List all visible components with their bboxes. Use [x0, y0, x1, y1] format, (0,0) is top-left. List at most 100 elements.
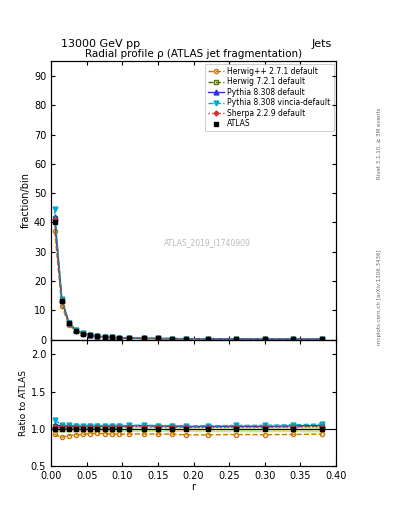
- Pythia 8.308 default: [141, 335, 146, 342]
- Herwig++ 2.7.1 default: [88, 332, 93, 338]
- ATLAS: [141, 335, 146, 342]
- ATLAS: [73, 328, 78, 334]
- Pythia 8.308 vincia-default: [156, 335, 160, 342]
- Sherpa 2.2.9 default: [291, 336, 296, 342]
- Herwig++ 2.7.1 default: [73, 328, 78, 334]
- Herwig++ 2.7.1 default: [206, 336, 210, 342]
- Herwig++ 2.7.1 default: [170, 336, 174, 342]
- Sherpa 2.2.9 default: [206, 336, 210, 342]
- Herwig++ 2.7.1 default: [116, 335, 121, 341]
- Herwig 7.2.1 default: [141, 335, 146, 342]
- ATLAS: [116, 335, 121, 341]
- ATLAS: [263, 336, 267, 342]
- Pythia 8.308 default: [102, 334, 107, 340]
- Sherpa 2.2.9 default: [170, 335, 174, 342]
- Herwig++ 2.7.1 default: [184, 336, 189, 342]
- Herwig++ 2.7.1 default: [156, 335, 160, 342]
- Title: Radial profile ρ (ATLAS jet fragmentation): Radial profile ρ (ATLAS jet fragmentatio…: [85, 49, 302, 59]
- Pythia 8.308 default: [206, 336, 210, 342]
- Sherpa 2.2.9 default: [320, 336, 324, 342]
- Legend: Herwig++ 2.7.1 default, Herwig 7.2.1 default, Pythia 8.308 default, Pythia 8.308: Herwig++ 2.7.1 default, Herwig 7.2.1 def…: [204, 63, 334, 132]
- Sherpa 2.2.9 default: [52, 217, 57, 223]
- ATLAS: [291, 336, 296, 342]
- Herwig++ 2.7.1 default: [95, 333, 100, 339]
- Sherpa 2.2.9 default: [156, 335, 160, 342]
- Pythia 8.308 vincia-default: [291, 336, 296, 342]
- Pythia 8.308 default: [127, 335, 132, 341]
- Herwig++ 2.7.1 default: [66, 322, 71, 328]
- Pythia 8.308 default: [116, 335, 121, 341]
- ATLAS: [66, 321, 71, 327]
- Pythia 8.308 vincia-default: [116, 335, 121, 341]
- Herwig 7.2.1 default: [320, 336, 324, 342]
- Herwig++ 2.7.1 default: [234, 336, 239, 342]
- Pythia 8.308 default: [291, 336, 296, 342]
- Sherpa 2.2.9 default: [184, 336, 189, 342]
- Pythia 8.308 default: [156, 335, 160, 342]
- Herwig 7.2.1 default: [52, 215, 57, 221]
- Herwig++ 2.7.1 default: [320, 336, 324, 343]
- Herwig 7.2.1 default: [127, 335, 132, 341]
- Sherpa 2.2.9 default: [109, 334, 114, 340]
- Herwig 7.2.1 default: [170, 335, 174, 342]
- Pythia 8.308 vincia-default: [88, 332, 93, 338]
- X-axis label: r: r: [191, 482, 196, 492]
- Text: mcplots.cern.ch [arXiv:1306.3436]: mcplots.cern.ch [arXiv:1306.3436]: [377, 249, 382, 345]
- Pythia 8.308 default: [234, 336, 239, 342]
- Pythia 8.308 vincia-default: [263, 336, 267, 342]
- Pythia 8.308 vincia-default: [59, 296, 64, 303]
- ATLAS: [59, 298, 64, 305]
- Herwig++ 2.7.1 default: [81, 331, 86, 337]
- Herwig 7.2.1 default: [291, 336, 296, 342]
- Sherpa 2.2.9 default: [73, 328, 78, 334]
- ATLAS: [52, 219, 57, 225]
- Herwig 7.2.1 default: [184, 336, 189, 342]
- Pythia 8.308 default: [263, 336, 267, 342]
- Pythia 8.308 default: [66, 320, 71, 326]
- ATLAS: [206, 336, 210, 342]
- Line: Pythia 8.308 vincia-default: Pythia 8.308 vincia-default: [52, 207, 324, 342]
- Pythia 8.308 vincia-default: [109, 334, 114, 340]
- Herwig 7.2.1 default: [156, 335, 160, 342]
- Sherpa 2.2.9 default: [66, 320, 71, 326]
- Herwig 7.2.1 default: [263, 336, 267, 342]
- Sherpa 2.2.9 default: [102, 334, 107, 340]
- Sherpa 2.2.9 default: [263, 336, 267, 342]
- Pythia 8.308 default: [52, 214, 57, 220]
- Line: ATLAS: ATLAS: [52, 220, 324, 342]
- Herwig 7.2.1 default: [73, 327, 78, 333]
- Herwig 7.2.1 default: [102, 334, 107, 340]
- Y-axis label: fraction/bin: fraction/bin: [21, 173, 31, 228]
- Pythia 8.308 default: [73, 327, 78, 333]
- Line: Sherpa 2.2.9 default: Sherpa 2.2.9 default: [53, 218, 323, 341]
- ATLAS: [81, 331, 86, 337]
- Herwig 7.2.1 default: [109, 334, 114, 340]
- Text: Rivet 3.1.10, ≥ 3M events: Rivet 3.1.10, ≥ 3M events: [377, 108, 382, 179]
- Sherpa 2.2.9 default: [95, 333, 100, 339]
- Herwig++ 2.7.1 default: [109, 334, 114, 340]
- Herwig++ 2.7.1 default: [59, 303, 64, 309]
- Pythia 8.308 vincia-default: [184, 336, 189, 342]
- Herwig++ 2.7.1 default: [291, 336, 296, 342]
- Line: Herwig++ 2.7.1 default: Herwig++ 2.7.1 default: [53, 229, 324, 342]
- Pythia 8.308 default: [59, 297, 64, 303]
- Sherpa 2.2.9 default: [81, 330, 86, 336]
- Pythia 8.308 vincia-default: [234, 336, 239, 342]
- Pythia 8.308 vincia-default: [206, 336, 210, 342]
- Line: Herwig 7.2.1 default: Herwig 7.2.1 default: [53, 216, 324, 342]
- Pythia 8.308 default: [81, 330, 86, 336]
- Pythia 8.308 vincia-default: [141, 335, 146, 342]
- ATLAS: [102, 334, 107, 340]
- Pythia 8.308 vincia-default: [52, 206, 57, 212]
- Herwig 7.2.1 default: [66, 320, 71, 326]
- Line: Pythia 8.308 default: Pythia 8.308 default: [52, 214, 324, 342]
- Pythia 8.308 vincia-default: [73, 327, 78, 333]
- Pythia 8.308 vincia-default: [320, 336, 324, 342]
- Pythia 8.308 default: [95, 333, 100, 339]
- ATLAS: [95, 333, 100, 339]
- ATLAS: [320, 336, 324, 342]
- Sherpa 2.2.9 default: [234, 336, 239, 342]
- Text: ATLAS_2019_I1740909: ATLAS_2019_I1740909: [164, 238, 251, 247]
- Pythia 8.308 default: [170, 335, 174, 342]
- Herwig 7.2.1 default: [95, 333, 100, 339]
